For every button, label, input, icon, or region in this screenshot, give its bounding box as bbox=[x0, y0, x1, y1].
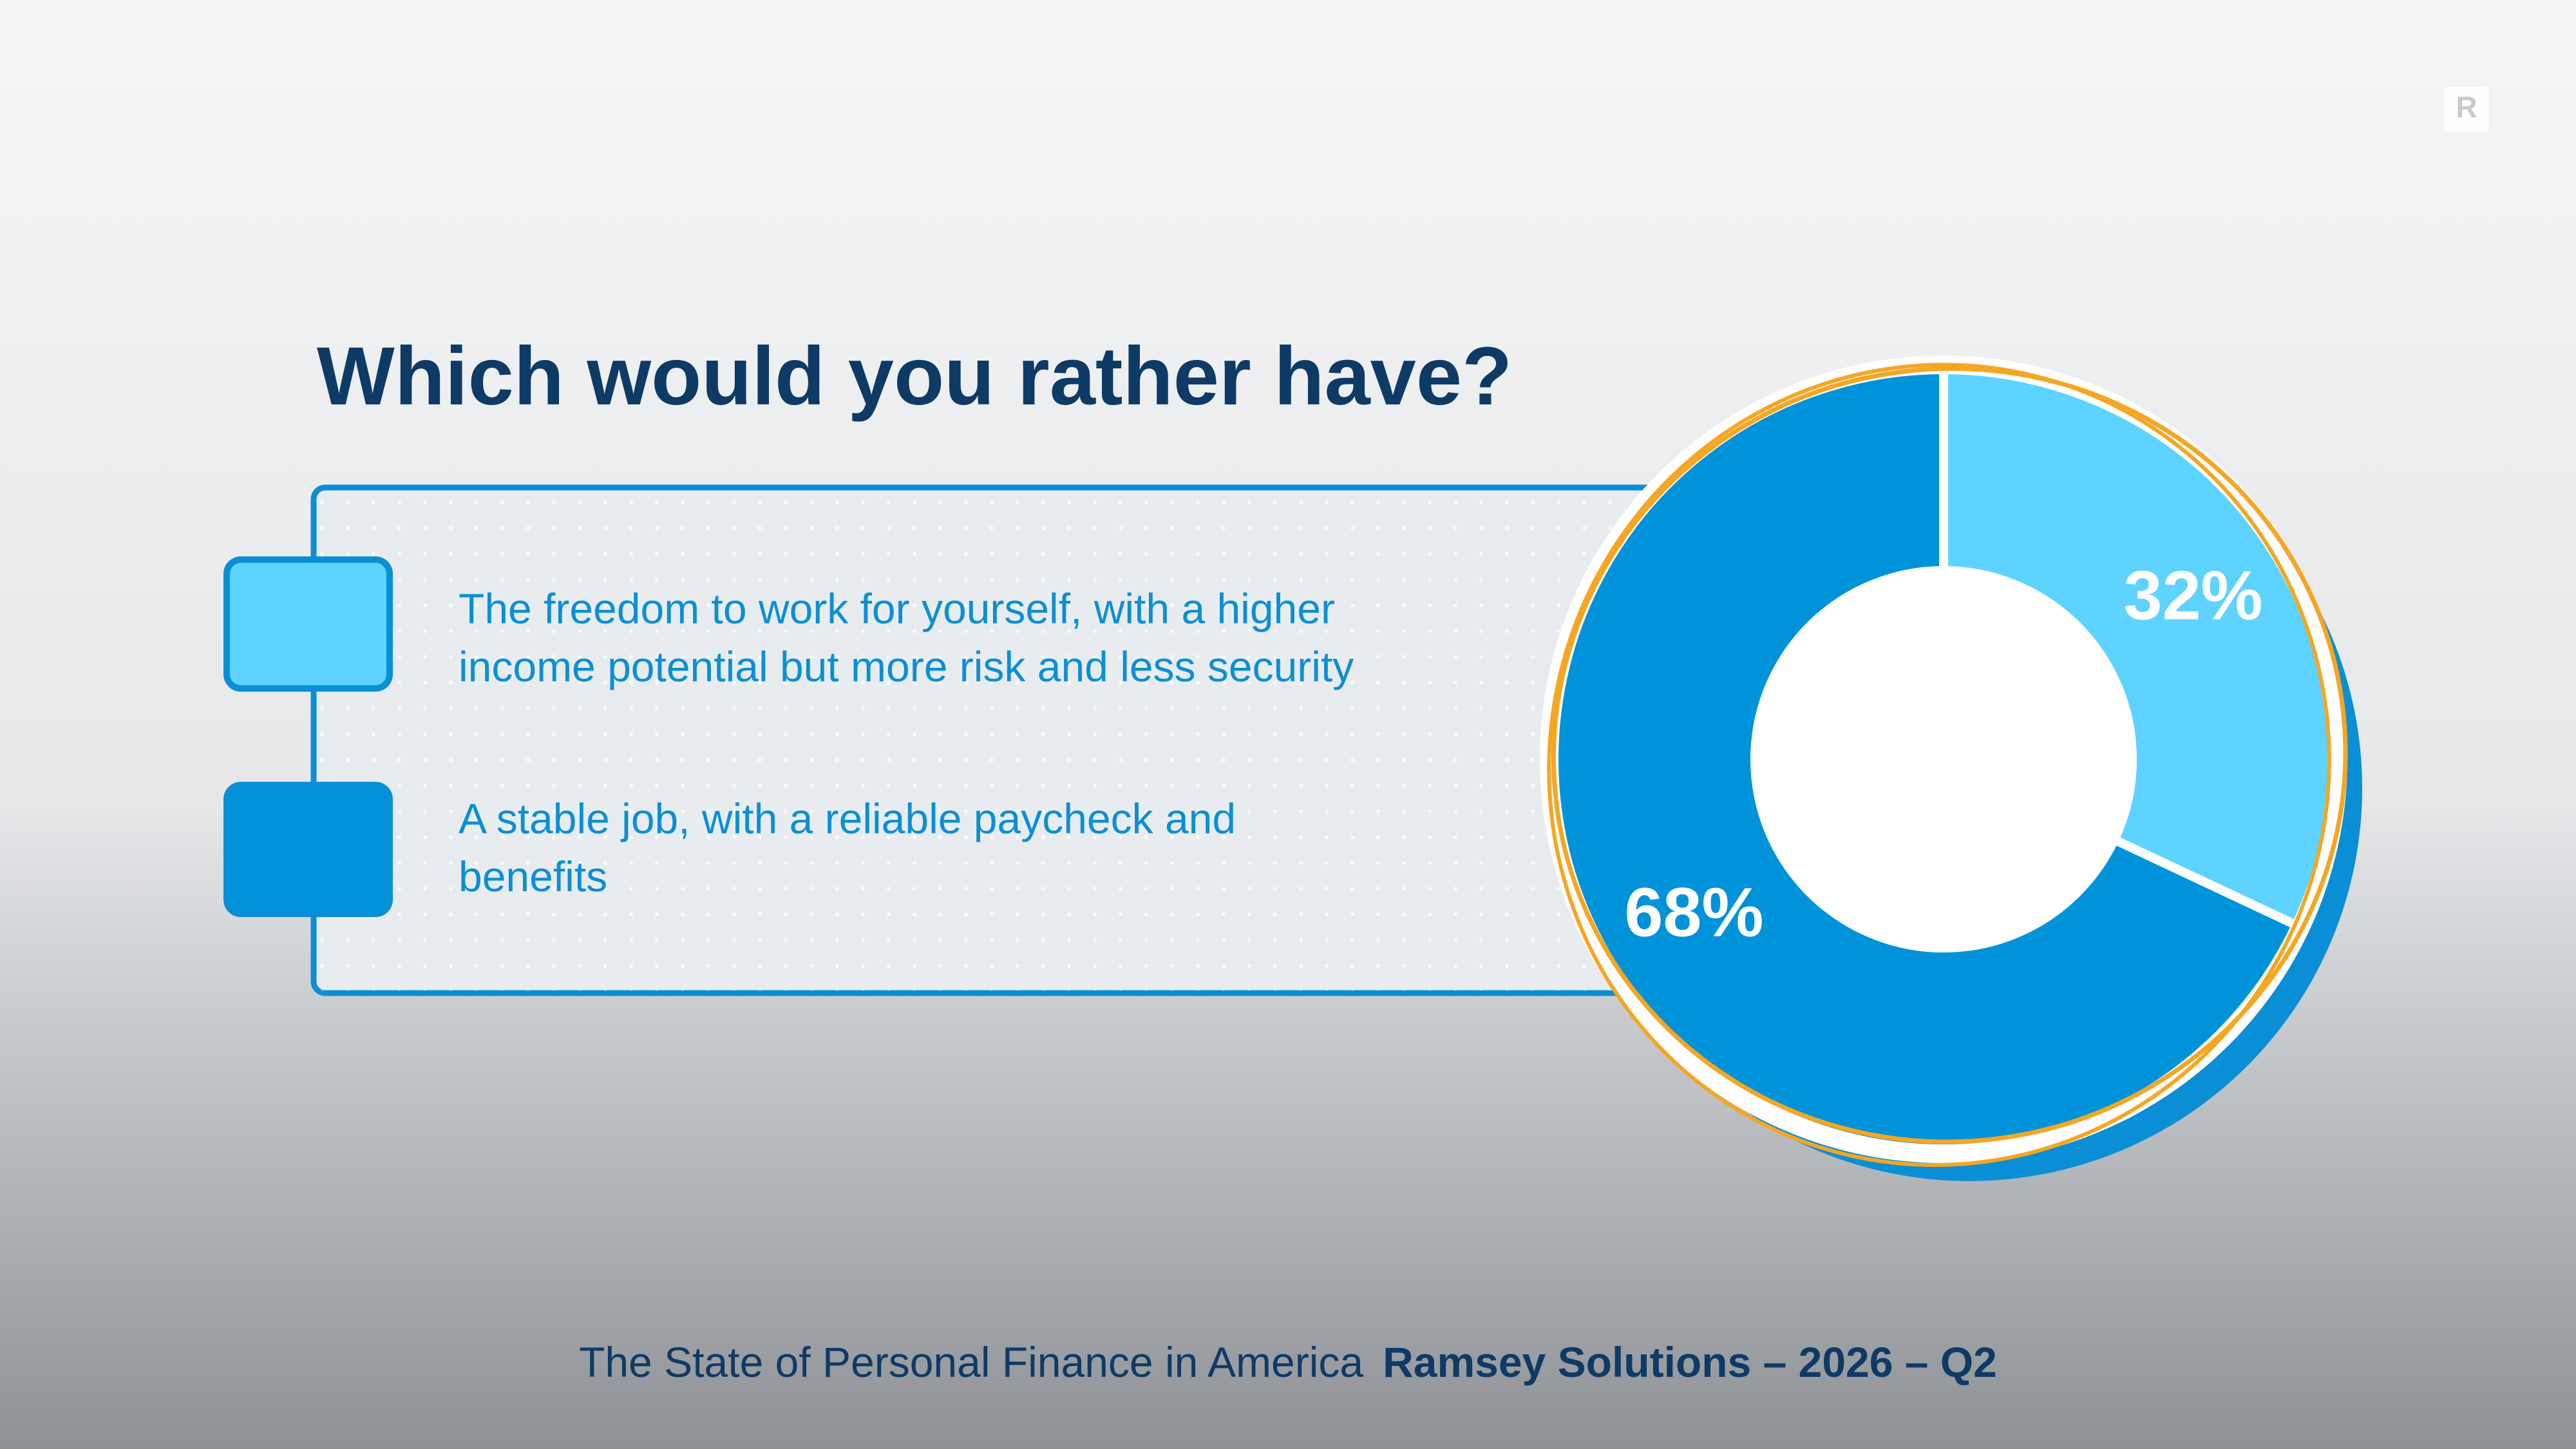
legend-swatch bbox=[223, 556, 393, 692]
footer: The State of Personal Finance in America… bbox=[579, 1338, 1997, 1386]
footer-publisher: Ramsey Solutions – 2026 – Q2 bbox=[1383, 1338, 1997, 1386]
value-label: 68% bbox=[1624, 873, 1763, 951]
legend-label: A stable job, with a reliable paycheck a… bbox=[459, 795, 1236, 900]
logo: R bbox=[2456, 90, 2477, 124]
donut-slice bbox=[1939, 365, 2338, 930]
legend-label: The freedom to work for yourself, with a… bbox=[459, 585, 1354, 690]
legend-dots bbox=[316, 490, 1727, 990]
scribble bbox=[1547, 363, 2331, 1168]
legend-swatch bbox=[223, 782, 393, 917]
value-label: 32% bbox=[2123, 556, 2262, 634]
footer-source: The State of Personal Finance in America bbox=[579, 1338, 1363, 1386]
logo-box bbox=[2444, 87, 2489, 132]
scribble bbox=[1551, 366, 2348, 1144]
chart-title: Which would you rather have? bbox=[317, 330, 1512, 422]
